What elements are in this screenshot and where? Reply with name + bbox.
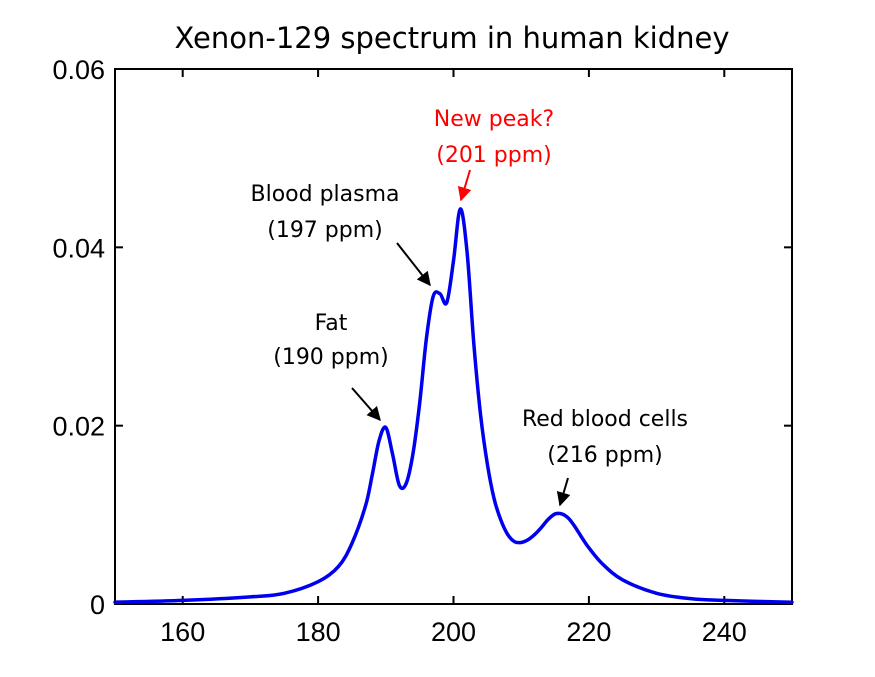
annotation-red-blood-cells: Red blood cells (216 ppm) [522,407,688,507]
annotation-new-peak-arrow [457,169,472,202]
annotation-new-peak-line2: (201 ppm) [436,143,552,168]
x-axis: 160 180 200 220 240 [160,69,747,647]
annotation-blood-plasma-line1: Blood plasma [250,182,399,207]
y-tick-label: 0.06 [52,55,105,85]
x-tick-label: 220 [566,617,611,647]
x-tick-label: 160 [160,617,205,647]
annotation-new-peak-line1: New peak? [434,107,554,132]
annotation-fat-arrow [351,387,381,422]
y-tick-label: 0 [90,590,105,620]
annotation-fat-line2: (190 ppm) [273,345,389,370]
y-tick-label: 0.04 [52,233,105,263]
annotation-blood-plasma: Blood plasma (197 ppm) [250,182,431,287]
x-tick-label: 240 [702,617,747,647]
spectrum-line [113,207,794,604]
x-tick-label: 180 [296,617,341,647]
y-tick-label: 0.02 [52,412,105,442]
annotation-red-blood-cells-arrow [556,477,571,507]
annotation-red-blood-cells-line2: (216 ppm) [547,443,663,468]
chart-title: Xenon-129 spectrum in human kidney [174,21,729,55]
annotation-blood-plasma-arrow [396,242,431,287]
y-axis: 0 0.02 0.04 0.06 [52,55,792,620]
annotation-red-blood-cells-line1: Red blood cells [522,407,688,432]
x-tick-label: 200 [431,617,476,647]
annotation-new-peak: New peak? (201 ppm) [434,107,554,202]
annotation-fat: Fat (190 ppm) [273,311,389,422]
annotation-fat-line1: Fat [315,311,348,336]
annotation-blood-plasma-line2: (197 ppm) [267,218,383,243]
